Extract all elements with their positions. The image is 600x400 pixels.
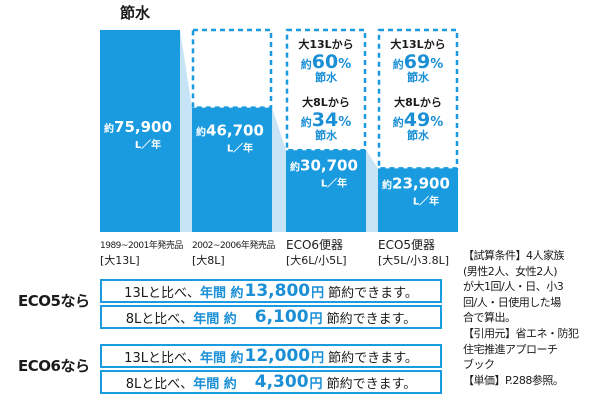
unit-label: L／年: [321, 176, 347, 189]
period-text: 年間 約: [193, 311, 237, 327]
savings-from: 大13Lから: [298, 37, 353, 51]
x-label-4-name: ECO5便器: [378, 238, 436, 252]
eco6-13l-savings: 13Lと比べ、 年間 約 12,000 円 節約できます。: [100, 344, 442, 368]
tail-text: 節約できます。: [326, 376, 417, 392]
amount-unit: 円: [309, 311, 323, 327]
note-line: が大1回/人・日、小3: [463, 280, 564, 294]
savings-percent: 約60%: [301, 51, 351, 73]
note-line: 合で算出。: [463, 311, 516, 325]
unit-label: L／年: [413, 194, 439, 207]
savings-word: 節水: [407, 70, 430, 84]
value-label: 約46,700: [196, 122, 264, 140]
x-label-1-years: 1989~2001年発売品: [100, 241, 183, 251]
bar-shadow: [180, 29, 192, 232]
value-label: 約75,900: [104, 118, 172, 136]
tail-text: 節約できます。: [326, 311, 417, 327]
note-line: (男性2人、女性2人): [463, 264, 558, 278]
savings-from: 大8Lから: [394, 95, 442, 109]
period-text: 年間 約: [199, 350, 244, 366]
amount-unit: 円: [311, 350, 325, 366]
amount-value: 12,000: [244, 346, 311, 366]
amount-value: 6,100: [254, 307, 309, 327]
note-line: 【単価】P.288参照。: [463, 373, 564, 387]
period-text: 年間 約: [199, 285, 244, 301]
eco6-label: ECO6なら: [18, 357, 90, 375]
savings-word: 節水: [315, 128, 338, 142]
calculation-conditions-note: 【試算条件】4人家族 (男性2人、女性2人) が大1回/人・日、小3 回/人・日…: [463, 248, 579, 388]
value-label: 約23,900: [382, 174, 450, 192]
bar-4: [378, 168, 458, 232]
x-label-3-spec: [大6L/小5L]: [286, 254, 347, 267]
bar-2: [192, 107, 272, 232]
eco5-8l-savings: 8Lと比べ、 年間 約 6,100 円 節約できます。: [100, 305, 442, 329]
reference-outline: [191, 28, 273, 109]
note-line: 回/人・日使用した場: [463, 295, 561, 309]
amount-unit: 円: [311, 285, 325, 301]
savings-word: 節水: [315, 70, 338, 84]
base-text: 13Lと比べ、: [124, 285, 200, 301]
amount-value: 4,300: [254, 372, 309, 392]
period-text: 年間 約: [193, 376, 237, 392]
tail-text: 節約できます。: [328, 285, 418, 301]
chart-title: 節水: [120, 4, 151, 22]
tail-text: 節約できます。: [328, 350, 418, 366]
note-line: 住宅推進アプローチ: [463, 342, 558, 356]
amount-unit: 円: [309, 376, 323, 392]
x-label-4-spec: [大5L/小3.8L]: [378, 254, 450, 267]
note-line: 【引用元】省エネ・防犯: [463, 326, 579, 340]
x-label-2-years: 2002~2006年発売品: [192, 241, 275, 251]
eco6-8l-savings: 8Lと比べ、 年間 約 4,300 円 節約できます。: [100, 370, 442, 394]
value-label: 約30,700: [290, 156, 358, 174]
amount-value: 13,800: [244, 281, 311, 301]
savings-from: 大8Lから: [302, 95, 350, 109]
unit-label: L／年: [227, 142, 253, 155]
base-text: 8Lと比べ、: [125, 311, 194, 327]
bar-shadow: [366, 150, 378, 232]
bar-1: [100, 29, 180, 232]
bar-shadow: [272, 107, 286, 232]
base-text: 8Lと比べ、: [125, 376, 194, 392]
savings-percent: 約34%: [301, 109, 351, 131]
x-label-2-spec: [大8L]: [192, 254, 225, 267]
savings-word: 節水: [407, 128, 430, 142]
note-line: 【試算条件】4人家族: [463, 249, 564, 262]
savings-from: 大13Lから: [390, 37, 445, 51]
unit-label: L／年: [135, 138, 161, 151]
bar-3: [286, 150, 366, 232]
note-line: ブック: [463, 358, 495, 372]
eco5-13l-savings: 13Lと比べ、 年間 約 13,800 円 節約できます。: [100, 279, 442, 303]
savings-percent: 約69%: [393, 51, 443, 73]
savings-percent: 約49%: [393, 109, 443, 131]
eco5-label: ECO5なら: [18, 292, 90, 310]
x-label-3-name: ECO6便器: [286, 238, 344, 252]
x-label-1-spec: [大13L]: [100, 254, 140, 267]
base-text: 13Lと比べ、: [124, 350, 200, 366]
